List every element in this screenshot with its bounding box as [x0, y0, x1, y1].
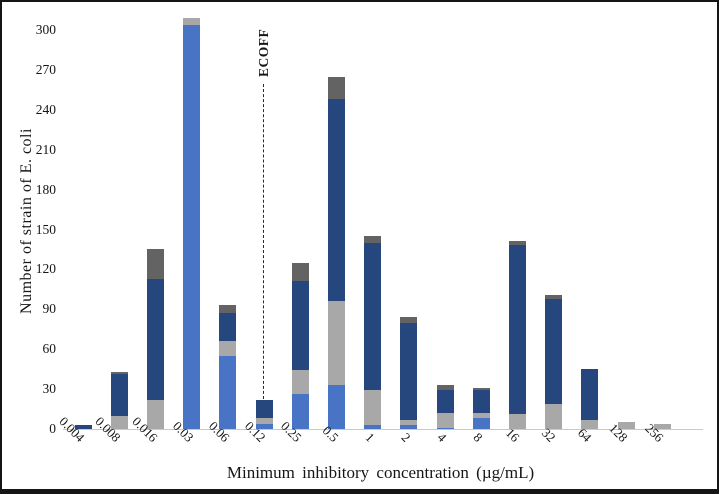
y-tick-label: 120: [35, 261, 56, 277]
bar-segment-0.25-series-1-medium-blue: [291, 394, 309, 429]
bar-segment-1-series-1-medium-blue: [364, 425, 382, 429]
ecoff-label: ECOFF: [256, 28, 271, 77]
bar-segment-0.06-series-1-medium-blue: [219, 355, 237, 429]
y-tick-label: 240: [35, 101, 56, 117]
x-tick-label: 8: [470, 429, 487, 445]
x-tick-label: 0.004: [56, 413, 88, 445]
bar-segment-0.016-series-2-gray: [147, 399, 164, 429]
y-tick-label: 60: [42, 341, 57, 357]
bar-segment-8-series-4-dark-gray: [472, 387, 490, 391]
x-axis-title: Minimum inhibitory concentration (µg/mL): [226, 463, 535, 482]
bar-segment-1-series-3-dark-blue: [364, 242, 382, 391]
bar-segment-2-series-2-gray: [400, 419, 418, 425]
bar-segment-0.5-series-1-medium-blue: [328, 385, 345, 429]
y-axis-title: Number of strain of E. coli: [18, 128, 35, 314]
bar-segment-128-series-2-gray: [617, 422, 635, 429]
bar-segment-2-series-1-medium-blue: [400, 425, 418, 429]
bar-segment-0.12-series-1-medium-blue: [255, 423, 273, 429]
bar-segment-4-series-4-dark-gray: [436, 385, 454, 391]
bar-segment-8-series-1-medium-blue: [472, 418, 490, 429]
bar-segment-0.03-series-1-medium-blue: [183, 24, 201, 429]
bar-segment-32-series-2-gray: [545, 403, 563, 429]
bar-segment-0.25-series-3-dark-blue: [291, 281, 309, 371]
x-axis-line: [63, 429, 703, 430]
x-tick-label: 1: [362, 429, 378, 445]
x-tick-label: 2: [398, 429, 414, 445]
y-tick-label: 0: [49, 421, 56, 436]
bar-segment-4-series-1-medium-blue: [436, 427, 454, 429]
bar-segment-0.016-series-4-dark-gray: [147, 249, 164, 279]
x-tick-label: 4: [434, 429, 450, 445]
bar-segment-0.06-series-4-dark-gray: [219, 305, 237, 314]
bar-segment-32-series-4-dark-gray: [545, 294, 563, 299]
y-tick-label: 90: [42, 301, 57, 317]
bar-segment-64-series-3-dark-blue: [581, 369, 599, 420]
bar-segment-8-series-3-dark-blue: [472, 390, 490, 414]
bar-segment-16-series-2-gray: [509, 414, 526, 429]
bar-segment-4-series-3-dark-blue: [436, 390, 454, 414]
bar-segment-0.25-series-2-gray: [291, 370, 309, 395]
y-tick-label: 30: [42, 381, 57, 397]
bar-segment-16-series-3-dark-blue: [509, 245, 526, 415]
y-tick-label: 150: [35, 221, 56, 237]
y-tick-label: 270: [35, 61, 56, 77]
bar-segment-16-series-4-dark-gray: [509, 241, 526, 246]
bar-segment-0.12-series-2-gray: [255, 418, 273, 424]
bar-segment-0.5-series-4-dark-gray: [328, 76, 345, 100]
bar-segment-1-series-4-dark-gray: [364, 236, 382, 243]
bar-segment-64-series-2-gray: [581, 419, 599, 429]
bar-segment-2-series-4-dark-gray: [400, 317, 418, 323]
bar-segment-0.06-series-2-gray: [219, 341, 237, 356]
bar-segment-0.5-series-3-dark-blue: [328, 99, 345, 302]
bar-segment-0.06-series-3-dark-blue: [219, 313, 237, 342]
bar-segment-0.008-series-3-dark-blue: [110, 374, 128, 416]
bar-segment-0.12-series-3-dark-blue: [255, 399, 273, 419]
bar-segment-8-series-2-gray: [472, 413, 490, 419]
bar-segment-32-series-3-dark-blue: [545, 298, 563, 404]
bar-segment-2-series-3-dark-blue: [400, 322, 418, 420]
bar-segment-256-series-2-gray: [653, 423, 671, 429]
y-tick-label: 210: [35, 141, 56, 157]
bar-segment-0.004-series-3-dark-blue: [74, 425, 92, 429]
bar-segment-0.25-series-4-dark-gray: [291, 262, 309, 282]
bar-segment-1-series-2-gray: [364, 390, 382, 425]
y-tick-label: 300: [35, 22, 56, 37]
bar-segment-0.008-series-2-gray: [110, 415, 128, 429]
ecoff-cutoff-line: [263, 84, 264, 409]
y-tick-label: 180: [35, 181, 56, 197]
bar-segment-0.5-series-2-gray: [328, 301, 345, 386]
bar-segment-0.03-series-2-gray: [183, 18, 201, 25]
bar-segment-0.008-series-4-dark-gray: [110, 371, 128, 375]
bar-segment-0.016-series-3-dark-blue: [147, 278, 164, 400]
bar-segment-4-series-2-gray: [436, 413, 454, 428]
